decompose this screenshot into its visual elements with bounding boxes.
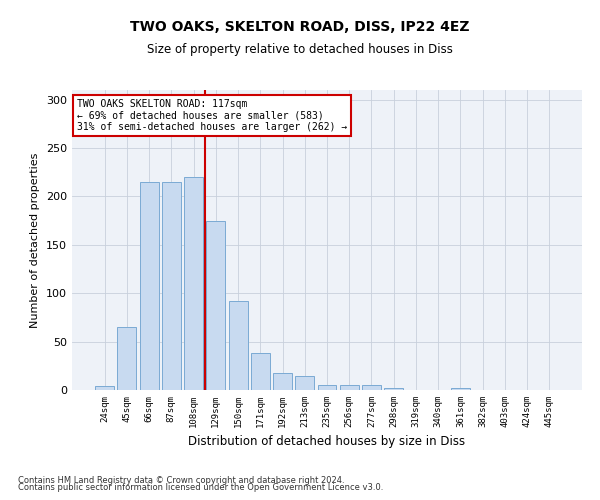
Text: Size of property relative to detached houses in Diss: Size of property relative to detached ho… [147, 42, 453, 56]
Bar [362, 385, 381, 390]
Bar [140, 182, 158, 390]
Bar [340, 385, 359, 390]
Bar [273, 372, 292, 390]
Bar [95, 386, 114, 390]
Bar [317, 385, 337, 390]
Y-axis label: Number of detached properties: Number of detached properties [31, 152, 40, 328]
Bar [251, 353, 270, 390]
Bar [229, 301, 248, 390]
Bar [184, 177, 203, 390]
Bar [384, 388, 403, 390]
Bar [206, 220, 225, 390]
Text: Contains HM Land Registry data © Crown copyright and database right 2024.: Contains HM Land Registry data © Crown c… [18, 476, 344, 485]
Bar [162, 182, 181, 390]
X-axis label: Distribution of detached houses by size in Diss: Distribution of detached houses by size … [188, 436, 466, 448]
Text: TWO OAKS SKELTON ROAD: 117sqm
← 69% of detached houses are smaller (583)
31% of : TWO OAKS SKELTON ROAD: 117sqm ← 69% of d… [77, 99, 347, 132]
Text: TWO OAKS, SKELTON ROAD, DISS, IP22 4EZ: TWO OAKS, SKELTON ROAD, DISS, IP22 4EZ [130, 20, 470, 34]
Bar [118, 327, 136, 390]
Text: Contains public sector information licensed under the Open Government Licence v3: Contains public sector information licen… [18, 484, 383, 492]
Bar [295, 376, 314, 390]
Bar [451, 388, 470, 390]
